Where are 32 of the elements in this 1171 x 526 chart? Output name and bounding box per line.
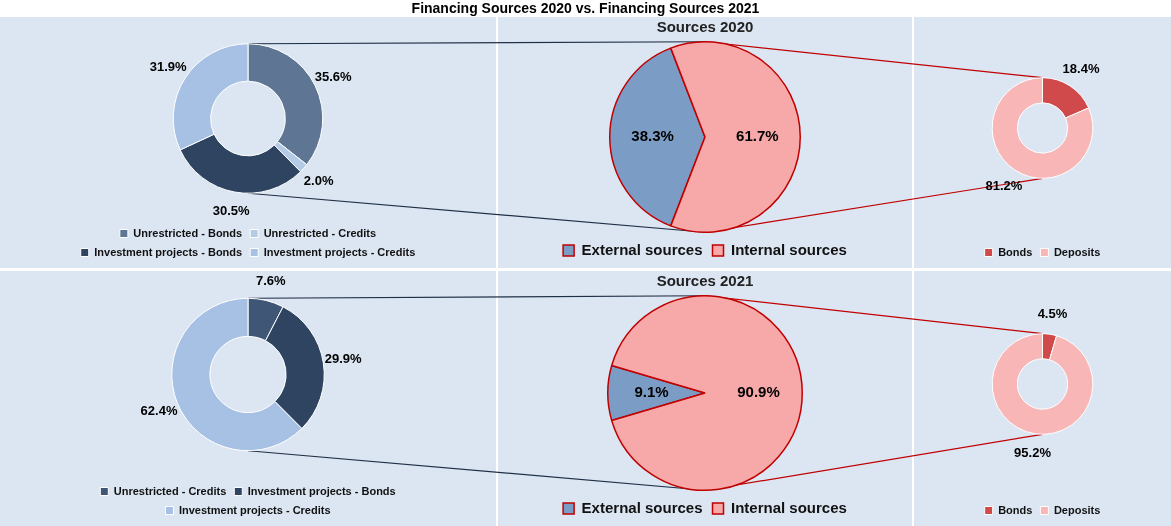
data-label: 9.1% [634,383,669,401]
data-label: 29.9% [324,351,362,367]
data-label: 7.6% [255,272,287,288]
legend-label: Unrestricted - Credits [263,226,377,239]
legend-label: Investment projects - Credits [263,245,416,258]
chart-title: Sources 2021 [656,272,754,290]
legend-label: Investment projects - Bonds [247,484,396,497]
legend-label: Unrestricted - Credits [113,484,227,497]
legend-label: Investment projects - Credits [178,503,331,516]
chart-subtitle: Sources 2020 [656,18,754,36]
legend-label: Investment projects - Bonds [94,245,243,258]
data-label: 61.7% [736,127,779,145]
legend-label: Deposits [1053,503,1101,516]
data-label: 38.3% [631,127,674,145]
data-label: 95.2% [1014,445,1052,461]
legend-label: External sources [581,498,703,516]
legend-label: Internal sources [731,498,847,516]
chart-title: Financing Sources 2020 vs. Financing Sources 2021 [410,0,761,16]
data-label: 18.4% [1062,60,1100,76]
legend-label: Unrestricted - Bonds [133,226,243,239]
legend-label: External sources [581,240,703,258]
data-label: 31.9% [149,59,188,75]
legend-label: Bonds [998,503,1033,516]
data-label: 62.4% [140,402,178,418]
data-label: 4.5% [1037,305,1068,321]
legend-label: Internal sources [731,240,847,258]
data-label: 2.0% [303,173,334,189]
data-label: 30.5% [212,203,250,219]
legend-label: Deposits [1053,245,1101,258]
legend-label: Bonds [998,245,1033,258]
data-label: 90.9% [737,383,780,401]
data-label: 35.6% [314,68,353,84]
